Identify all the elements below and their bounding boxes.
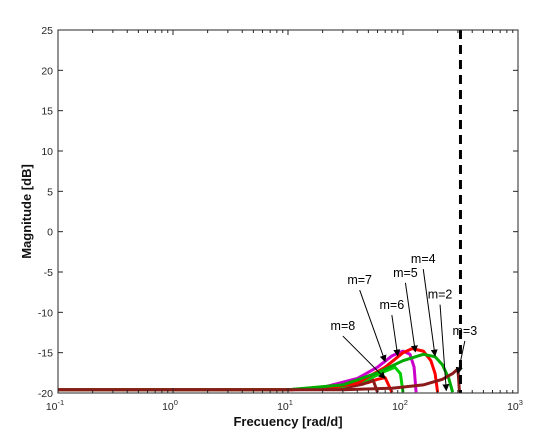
y-tick-label: -15 [38,348,53,360]
annotation-arrow-m=8 [342,335,386,379]
annotation-label-m=6: m=6 [380,298,405,312]
y-tick-label: -5 [44,267,53,279]
y-tick-label: 15 [41,106,53,118]
ticks-layer [57,29,519,394]
annotation-arrow-m=3 [455,340,466,375]
x-tick-label: 102 [392,398,408,413]
x-tick-label: 101 [277,398,293,413]
annotation-label-m=3: m=3 [453,324,478,338]
y-tick-label: 25 [41,25,53,37]
tick-label-layer: 10-1 100 101 102 103 25 20 15 10 5 0 -5 -10 -15 -20 [38,25,523,413]
y-tick-label: 20 [41,65,53,77]
annotation-label-m=5: m=5 [393,266,418,280]
series-line-m=2 [58,352,455,393]
annotation-layer: m=8 m=7 m=6 m=5m=4 m=2 m=3 [331,252,478,392]
y-axis-label: Magnitude [dB] [19,164,34,259]
y-tick-label: -20 [38,388,53,400]
annotation-arrow-m=5 [404,282,418,353]
x-tick-label: 103 [507,398,523,413]
plot-area [58,30,518,393]
y-tick-label: 5 [47,186,53,198]
annotation-label-m=7: m=7 [347,273,372,287]
annotation-arrow-m=7 [359,289,387,363]
x-tick-label: 100 [162,398,178,413]
annotation-arrow-m=6 [391,315,401,357]
x-tick-label: 10-1 [46,398,64,413]
x-axis-label: Frecuency [rad/d] [233,414,342,429]
annotation-label-m=2: m=2 [428,288,453,302]
annotation-label-m=8: m=8 [331,319,356,333]
annotation-arrow-m=2 [439,304,450,392]
y-tick-label: 0 [47,227,53,239]
annotation-label-m=4: m=4 [411,252,436,266]
annotation-arrow-m=4 [422,269,438,357]
y-tick-label: 10 [41,146,53,158]
y-tick-label: -10 [38,307,53,319]
